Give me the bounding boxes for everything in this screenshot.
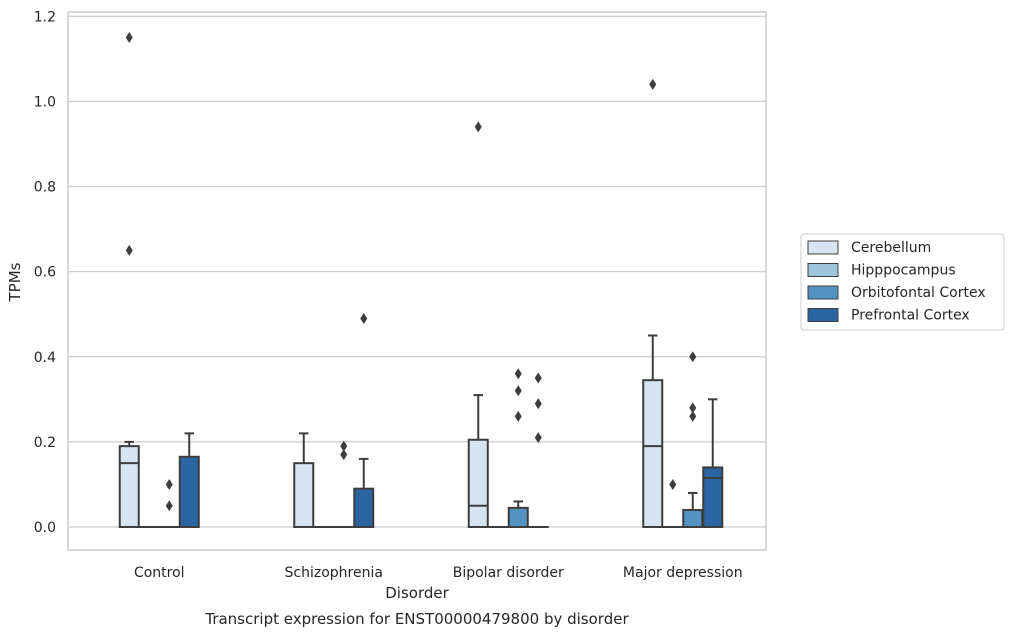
y-tick-label: 0.8	[34, 180, 56, 196]
box-prefrontal-cortex-0	[178, 432, 200, 528]
legend-swatch	[807, 308, 839, 322]
box-orbitofontal-cortex-0	[158, 478, 180, 529]
y-axis-label: TPMs	[6, 262, 24, 302]
box-orbitofontal-cortex-1	[333, 440, 355, 529]
box-orbitofontal-cortex-2	[507, 368, 529, 528]
x-tick-label: Schizophrenia	[285, 565, 383, 581]
outlier-point	[165, 478, 173, 490]
outlier-point	[649, 78, 657, 90]
box-body	[293, 462, 315, 529]
y-tick-label: 0.4	[34, 350, 56, 366]
gridlines	[68, 15, 766, 528]
box-cerebellum-3	[642, 78, 664, 528]
outlier-point	[534, 432, 542, 444]
box-cerebellum-2	[467, 121, 489, 529]
box-body	[467, 438, 489, 529]
outlier-point	[125, 244, 133, 256]
box-prefrontal-cortex-1	[353, 312, 375, 529]
x-tick-label: Bipolar disorder	[453, 565, 564, 581]
box-body	[507, 506, 529, 528]
outlier-point	[534, 372, 542, 384]
y-tick-label: 1.2	[34, 9, 56, 25]
legend-swatch	[807, 285, 839, 300]
box-prefrontal-cortex-2	[527, 372, 549, 529]
outlier-point	[689, 410, 697, 422]
outlier-point	[669, 478, 677, 490]
legend-label: Prefrontal Cortex	[851, 308, 970, 324]
legend-swatch	[807, 263, 839, 277]
box-body	[702, 466, 724, 528]
box-orbitofontal-cortex-3	[682, 351, 704, 529]
outlier-point	[514, 368, 522, 380]
box-body	[118, 445, 140, 528]
outlier-point	[514, 410, 522, 422]
box-body	[682, 508, 704, 529]
chart-caption: Transcript expression for ENST0000047980…	[204, 610, 629, 628]
x-tick-labels: Control Schizophrenia Bipolar disorder Majo…	[134, 565, 743, 581]
box-body	[642, 379, 664, 528]
outlier-point	[514, 385, 522, 397]
plot-frame	[67, 11, 767, 551]
legend-swatch	[807, 240, 839, 255]
y-tick-label: 1.0	[34, 94, 56, 110]
legend-frame	[800, 233, 1005, 331]
box-series	[118, 32, 724, 529]
box-body	[178, 455, 200, 528]
y-tick-labels: 0.0 0.2 0.4 0.6 0.8 1.0 1.2	[34, 9, 56, 536]
box-cerebellum-0	[118, 32, 140, 528]
box-body	[353, 487, 375, 529]
y-tick-label: 0.2	[34, 435, 56, 451]
x-tick-label: Control	[134, 565, 185, 581]
legend-label: Cerebellum	[851, 240, 931, 256]
y-tick-label: 0.0	[34, 520, 56, 536]
box-prefrontal-cortex-3	[702, 398, 724, 528]
outlier-point	[689, 402, 697, 414]
box-hipppocampus-3	[662, 478, 684, 529]
box-cerebellum-1	[293, 432, 315, 529]
legend-label: Orbitofontal Cortex	[851, 285, 986, 301]
legend-label: Hipppocampus	[851, 263, 956, 279]
x-axis-label: Disorder	[385, 584, 449, 602]
outlier-point	[534, 398, 542, 410]
outlier-point	[474, 121, 482, 133]
outlier-point	[165, 500, 173, 512]
outlier-point	[340, 449, 348, 461]
outlier-point	[689, 351, 697, 363]
y-tick-label: 0.6	[34, 265, 56, 281]
x-tick-label: Major depression	[623, 565, 743, 581]
outlier-point	[360, 312, 368, 324]
outlier-point	[125, 32, 133, 44]
legend: Cerebellum Hipppocampus Orbitofontal Corte…	[800, 233, 1005, 331]
outlier-point	[340, 440, 348, 452]
